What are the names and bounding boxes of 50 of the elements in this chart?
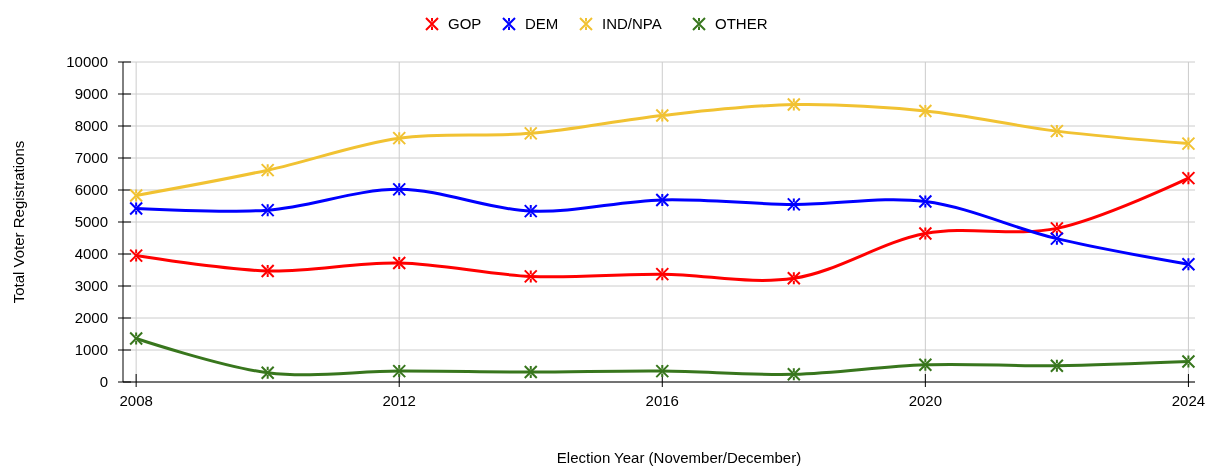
y-tick-label: 4000 xyxy=(74,245,108,263)
legend-label: DEM xyxy=(525,15,559,33)
x-axis-title: Election Year (November/December) xyxy=(556,449,802,466)
legend-label: OTHER xyxy=(715,15,768,33)
point xyxy=(1049,221,1064,236)
point xyxy=(260,263,275,278)
point xyxy=(655,364,670,379)
point xyxy=(260,163,275,178)
point xyxy=(260,203,275,218)
y-tick-label: 9000 xyxy=(74,85,108,103)
point xyxy=(918,357,933,372)
x-tick-label: 2016 xyxy=(645,392,679,409)
point xyxy=(786,271,801,286)
point xyxy=(1049,231,1064,246)
x-tick-label: 2008 xyxy=(119,392,153,409)
y-tick-label: 3000 xyxy=(74,277,108,295)
point xyxy=(523,204,538,219)
y-tick-label: 1000 xyxy=(74,341,108,359)
point xyxy=(523,126,538,141)
point xyxy=(918,226,933,241)
point xyxy=(655,192,670,207)
y-tick-label: 2000 xyxy=(74,309,108,327)
y-axis-title: Total Voter Registrations xyxy=(10,140,27,304)
y-tick-label: 8000 xyxy=(74,117,108,135)
point xyxy=(786,97,801,112)
point xyxy=(392,255,407,270)
y-tick-label: 6000 xyxy=(74,181,108,199)
point xyxy=(523,269,538,284)
point xyxy=(260,365,275,380)
x-tick-label: 2024 xyxy=(1171,392,1206,409)
point xyxy=(786,197,801,212)
point xyxy=(918,103,933,118)
point xyxy=(655,267,670,282)
point xyxy=(392,182,407,197)
point xyxy=(1049,358,1064,373)
point xyxy=(392,364,407,379)
x-tick-label: 2020 xyxy=(908,392,943,409)
y-tick-label: 5000 xyxy=(74,213,108,231)
point xyxy=(523,365,538,380)
y-tick-label: 7000 xyxy=(74,149,108,167)
point xyxy=(1049,124,1064,139)
point xyxy=(655,108,670,123)
y-tick-label: 10000 xyxy=(66,53,108,71)
point xyxy=(918,194,933,209)
x-tick-label: 2012 xyxy=(382,392,416,409)
legend-label: GOP xyxy=(448,15,482,33)
point xyxy=(392,131,407,146)
legend-label: IND/NPA xyxy=(602,15,662,33)
point xyxy=(786,367,801,382)
y-tick-label: 0 xyxy=(99,373,108,391)
